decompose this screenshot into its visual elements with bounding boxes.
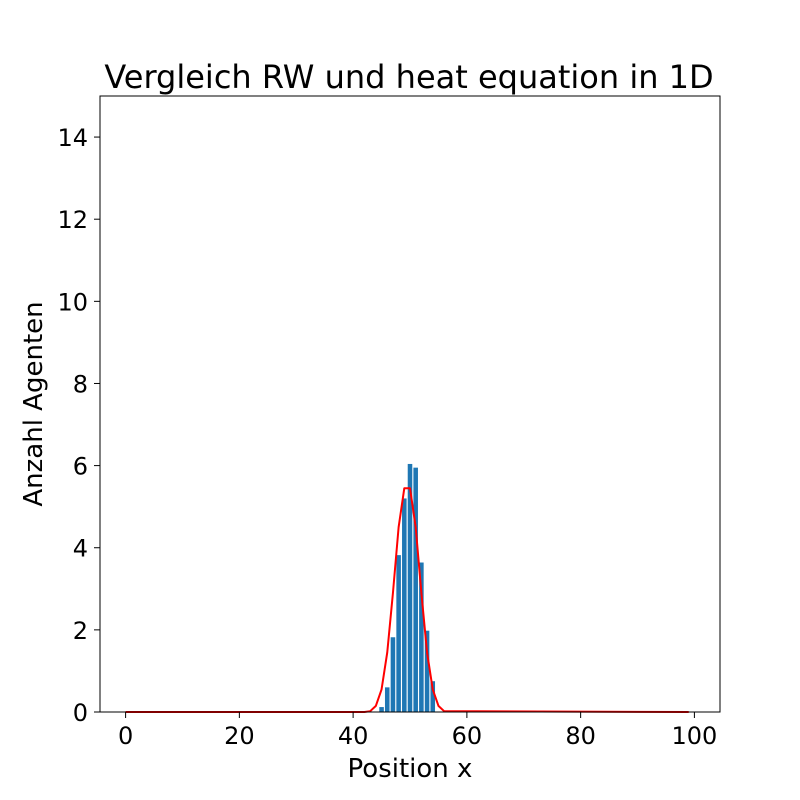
- x-tick-label-80: 80: [565, 722, 596, 750]
- x-axis-label: Position x: [348, 754, 473, 784]
- y-tick-label-10: 10: [57, 288, 88, 316]
- bar-48: [396, 555, 401, 712]
- bar-49: [402, 498, 407, 712]
- x-tick-label-40: 40: [338, 722, 369, 750]
- x-tick-label-60: 60: [452, 722, 483, 750]
- bar-50: [407, 463, 413, 712]
- bar-45: [379, 707, 384, 712]
- line-series: [125, 487, 689, 713]
- y-tick-label-6: 6: [73, 453, 88, 481]
- plot-frame: [99, 95, 721, 713]
- x-tick-label-20: 20: [224, 722, 255, 750]
- y-tick-label-8: 8: [73, 370, 88, 398]
- x-tick-label-0: 0: [118, 722, 133, 750]
- x-tick-label-100: 100: [671, 722, 717, 750]
- y-tick-label-4: 4: [73, 535, 88, 563]
- y-axis-label: Anzahl Agenten: [19, 301, 49, 506]
- chart-title: Vergleich RW und heat equation in 1D: [104, 58, 713, 96]
- bar-series: [379, 463, 436, 712]
- y-tick-label-14: 14: [57, 124, 88, 152]
- heat-equation-line: [125, 487, 689, 713]
- y-tick-label-12: 12: [57, 206, 88, 234]
- y-axis: 0 2 4 6 8 10 12 14: [57, 124, 100, 727]
- bar-51: [413, 467, 418, 712]
- bar-53: [424, 630, 430, 712]
- bar-54: [430, 681, 436, 712]
- bar-47: [390, 637, 396, 712]
- x-axis: 0 20 40 60 80 100: [118, 712, 717, 750]
- y-tick-label-0: 0: [73, 699, 88, 727]
- bar-46: [384, 687, 390, 712]
- bar-52: [419, 562, 424, 712]
- y-tick-label-2: 2: [73, 617, 88, 645]
